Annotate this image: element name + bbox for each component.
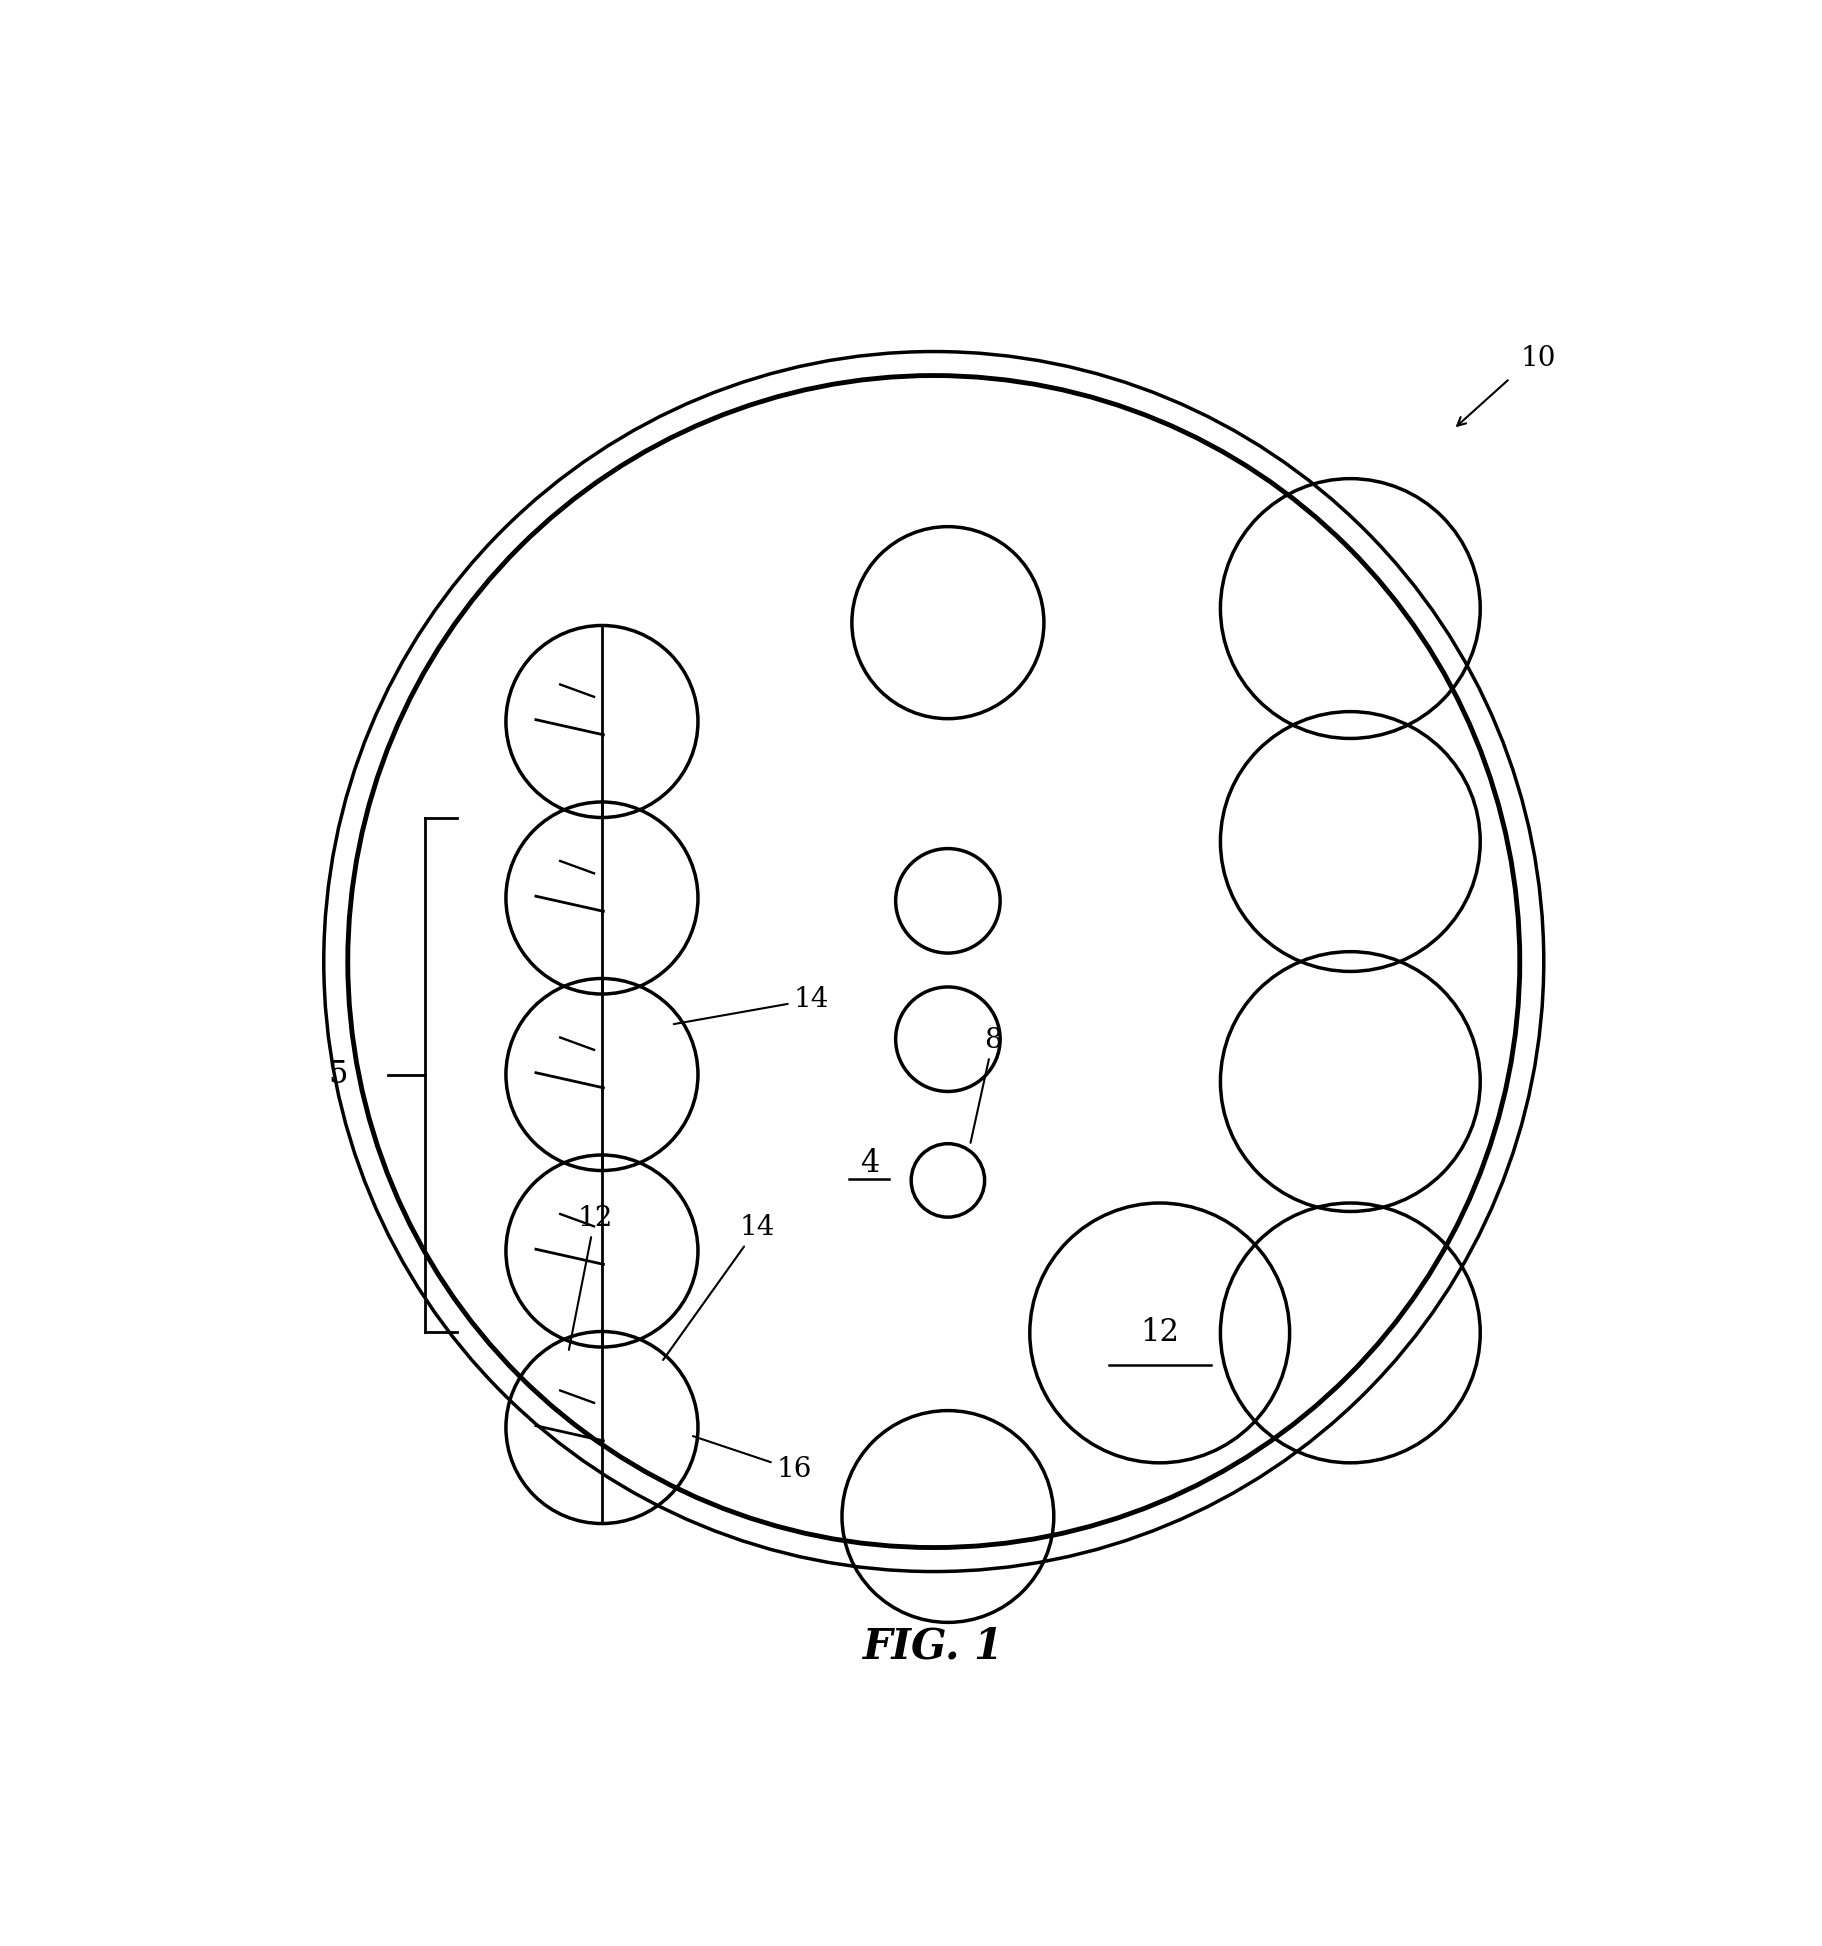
Text: 12: 12 [1141, 1317, 1179, 1349]
Text: 8: 8 [971, 1027, 1002, 1142]
Text: 14: 14 [674, 987, 829, 1024]
Text: 5: 5 [328, 1059, 348, 1090]
Text: 16: 16 [692, 1436, 811, 1483]
Text: 14: 14 [663, 1214, 774, 1360]
Text: 4: 4 [860, 1148, 880, 1179]
Text: FIG. 1: FIG. 1 [864, 1625, 1004, 1668]
Text: 10: 10 [1520, 344, 1556, 372]
Text: 12: 12 [568, 1205, 612, 1351]
